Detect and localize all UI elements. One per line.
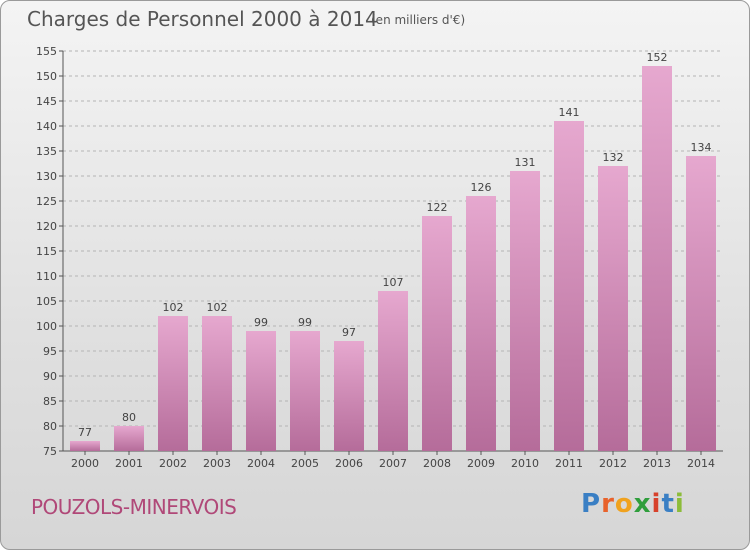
x-tick-label-2003: 2003: [203, 457, 231, 470]
bar-2012[interactable]: [598, 166, 628, 451]
chart-unit: (en milliers d'€): [371, 13, 466, 27]
y-tick-label: 85: [43, 395, 57, 408]
logo-letter: r: [601, 489, 615, 519]
logo-letter: i: [674, 489, 685, 519]
data-label-2004: 99: [254, 316, 268, 329]
data-label-2008: 122: [427, 201, 448, 214]
bar-2007[interactable]: [378, 291, 408, 451]
x-tick-label-2008: 2008: [423, 457, 451, 470]
data-label-2007: 107: [383, 276, 404, 289]
bar-2001[interactable]: [114, 426, 144, 451]
chart-title: Charges de Personnel 2000 à 2014: [27, 7, 378, 31]
y-tick-label: 135: [36, 145, 57, 158]
data-label-2013: 152: [647, 51, 668, 64]
y-tick-label: 110: [36, 270, 57, 283]
y-tick-label: 120: [36, 220, 57, 233]
x-tick-label-2012: 2012: [599, 457, 627, 470]
data-label-2014: 134: [691, 141, 712, 154]
y-tick-label: 125: [36, 195, 57, 208]
logo-letter: o: [614, 489, 634, 519]
x-tick-label-2006: 2006: [335, 457, 363, 470]
x-tick-label-2004: 2004: [247, 457, 275, 470]
logo-letter: P: [581, 489, 602, 519]
bar-2004[interactable]: [246, 331, 276, 451]
bar-2011[interactable]: [554, 121, 584, 451]
data-label-2003: 102: [207, 301, 228, 314]
data-label-2011: 141: [559, 106, 580, 119]
bar-2002[interactable]: [158, 316, 188, 451]
y-tick-label: 145: [36, 95, 57, 108]
bar-2000[interactable]: [70, 441, 100, 451]
x-tick-label-2002: 2002: [159, 457, 187, 470]
proxiti-logo[interactable]: Proxiti: [581, 489, 685, 519]
y-tick-label: 150: [36, 70, 57, 83]
y-tick-label: 75: [43, 445, 57, 458]
bar-2008[interactable]: [422, 216, 452, 451]
bar-2005[interactable]: [290, 331, 320, 451]
data-label-2002: 102: [163, 301, 184, 314]
x-tick-label-2011: 2011: [555, 457, 583, 470]
x-tick-label-2009: 2009: [467, 457, 495, 470]
y-tick-label: 130: [36, 170, 57, 183]
y-tick-label: 115: [36, 245, 57, 258]
y-tick-label: 155: [36, 45, 57, 58]
data-label-2012: 132: [603, 151, 624, 164]
logo-letter: t: [661, 489, 675, 519]
bar-2014[interactable]: [686, 156, 716, 451]
logo-letter: x: [633, 489, 652, 519]
commune-name: POUZOLS-MINERVOIS: [31, 495, 237, 519]
x-tick-label-2013: 2013: [643, 457, 671, 470]
x-tick-label-2000: 2000: [71, 457, 99, 470]
bars: [70, 66, 716, 451]
bar-2010[interactable]: [510, 171, 540, 451]
logo-letter: i: [651, 489, 662, 519]
bar-2006[interactable]: [334, 341, 364, 451]
data-label-2010: 131: [515, 156, 536, 169]
x-tick-label-2001: 2001: [115, 457, 143, 470]
axes: 75 80 85 90 95 100 105 110 115 120 125 130 135 140 145…: [36, 45, 723, 470]
x-tick-label-2010: 2010: [511, 457, 539, 470]
data-label-2005: 99: [298, 316, 312, 329]
data-label-2001: 80: [122, 411, 136, 424]
x-tick-label-2007: 2007: [379, 457, 407, 470]
y-tick-label: 90: [43, 370, 57, 383]
data-label-2009: 126: [471, 181, 492, 194]
bar-2013[interactable]: [642, 66, 672, 451]
data-label-2006: 97: [342, 326, 356, 339]
bar-2009[interactable]: [466, 196, 496, 451]
bar-2003[interactable]: [202, 316, 232, 451]
y-tick-label: 105: [36, 295, 57, 308]
x-tick-label-2014: 2014: [687, 457, 715, 470]
y-tick-label: 95: [43, 345, 57, 358]
x-tick-label-2005: 2005: [291, 457, 319, 470]
data-label-2000: 77: [78, 426, 92, 439]
y-tick-label: 80: [43, 420, 57, 433]
y-tick-label: 140: [36, 120, 57, 133]
y-tick-label: 100: [36, 320, 57, 333]
data-labels: 77 80 102 102 99 99 97 107 122 126 131 141 132 152 134: [78, 51, 712, 439]
